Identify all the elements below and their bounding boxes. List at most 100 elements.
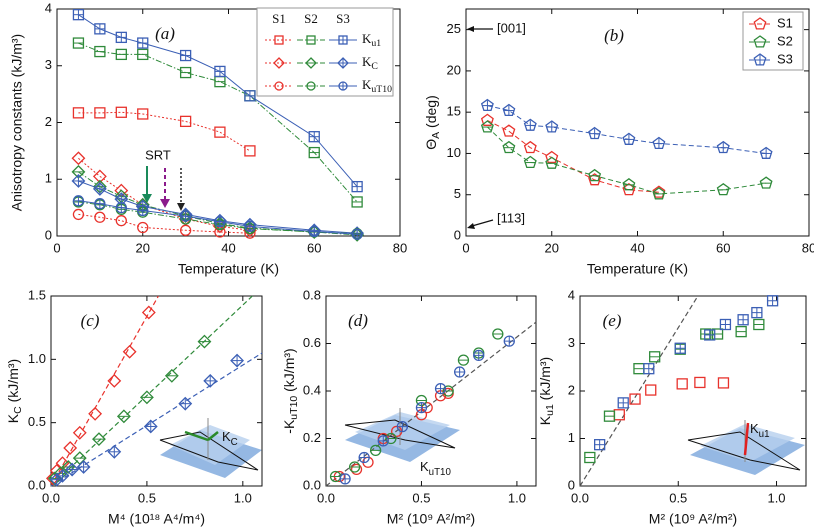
annotation: SRT [145,147,171,162]
y-tick-label: 10 [447,145,461,160]
marker [94,211,106,223]
marker [523,140,537,154]
series-line [78,111,251,152]
marker [759,176,773,189]
y-tick-label: 0.4 [303,382,321,397]
y-tick-label: 0 [454,227,461,242]
series-line [78,157,250,231]
panel: 0.0 0.5 1.00.00.51.01.5M⁴ (10¹⁸ A⁴/m⁴)KC (… [5,287,263,527]
marker [629,393,641,405]
inset-label-sub: uT10 [429,467,452,478]
marker [545,150,559,164]
marker [63,441,78,455]
y-axis-label-sub: u1 [544,404,556,416]
y-tick-label: 20 [447,62,461,77]
panel-label: (d) [348,311,368,330]
marker [622,177,636,191]
marker [337,57,349,69]
y-axis-label-part: (kJ/m³) [281,348,297,395]
marker [244,145,256,157]
arrowhead [177,203,185,211]
x-tick-label: 0.5 [138,490,156,505]
arrow [471,219,494,227]
y-tick-label: 1.0 [28,351,46,366]
marker [139,390,154,405]
plane [700,424,795,462]
marker [502,124,516,137]
inset-label: KuT10 [420,459,451,477]
x-tick-label: 20 [545,240,559,255]
y-tick-label: 4 [568,287,575,302]
legend-column: S1 [272,11,286,26]
legend-row-part: K [362,31,372,46]
legend-row-sub: uT10 [371,84,392,95]
marker [480,113,494,126]
y-axis-label: Ku1 (kJ/m³) [537,357,556,425]
y-axis-label-part: Θ [423,139,439,150]
y-tick-label: 1 [45,171,52,186]
marker [652,185,666,198]
marker [753,17,767,30]
marker [214,126,226,138]
marker [753,35,767,48]
legend-row: KuT10 [362,77,392,95]
y-tick-label: 25 [447,21,461,36]
panel-label: (e) [603,311,622,330]
y-axis-label: KC (kJ/m³) [5,359,24,423]
legend-label: S1 [777,15,793,30]
y-tick-label: 1 [568,430,575,445]
marker [179,224,192,236]
y-tick-label: 3 [568,335,575,350]
y-axis-label-sub: uT10 [288,396,300,420]
x-tick-label: 20 [136,240,150,255]
inset-c [159,418,262,478]
marker [92,432,106,447]
marker [88,406,103,421]
legend-column: S3 [336,11,350,26]
marker [230,353,244,368]
y-tick-label: 0.5 [28,414,46,429]
marker [137,108,149,120]
marker [55,468,70,483]
y-axis-label-part: (kJ/m³) [537,357,553,404]
arrowhead [160,199,170,208]
y-tick-label: 0.0 [303,477,321,492]
vector [207,431,219,441]
y-axis-label-sub: A [430,132,442,139]
legend-box [256,7,394,97]
legend-row-sub: C [371,61,378,72]
fit-line [325,321,537,487]
annotation: [113] [497,210,525,225]
inset-e [687,420,805,475]
y-tick-label: 2 [45,114,52,129]
marker [178,396,193,411]
marker [717,377,730,389]
x-axis-label: M² (10⁹ A²/m²) [387,511,475,527]
y-tick-label: 0.0 [28,477,46,492]
legend-label: S3 [777,51,793,66]
fit-line [50,295,159,487]
y-tick-label: 0.8 [303,287,321,302]
x-tick-label: 80 [393,240,407,255]
x-tick-label: 1.0 [767,490,785,505]
y-tick-label: 0.2 [303,430,321,445]
marker [694,376,706,389]
inset-label: KC [222,429,238,447]
legend-column: S2 [304,11,318,26]
y-tick-label: 2 [568,382,575,397]
y-axis-label: ΘA (deg) [423,95,442,149]
direction-arrows [467,26,494,229]
legend-row-part: K [362,54,372,69]
marker [107,444,122,459]
marker [72,208,85,221]
x-tick-label: 0.5 [669,490,687,505]
y-tick-label: 1.5 [28,287,46,302]
inset-label-part: K [750,421,759,436]
marker [502,140,516,154]
x-tick-label: 0 [462,240,469,255]
marker [115,215,127,227]
panel: 0 20 40 60 80 0 5 10 15 20 25 Temperature (K) ΘA (de… [423,8,814,277]
y-tick-label: 3 [45,57,52,72]
